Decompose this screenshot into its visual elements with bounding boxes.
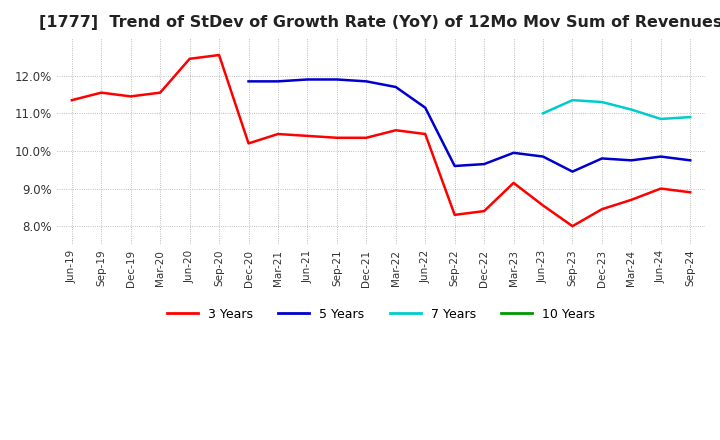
7 Years xyxy=(657,116,665,121)
Legend: 3 Years, 5 Years, 7 Years, 10 Years: 3 Years, 5 Years, 7 Years, 10 Years xyxy=(162,303,600,326)
Line: 3 Years: 3 Years xyxy=(72,55,690,226)
3 Years xyxy=(686,190,695,195)
5 Years xyxy=(421,105,430,110)
5 Years xyxy=(480,161,488,167)
3 Years xyxy=(68,98,76,103)
7 Years xyxy=(539,111,547,116)
3 Years xyxy=(97,90,106,95)
Line: 7 Years: 7 Years xyxy=(543,100,690,119)
3 Years xyxy=(244,141,253,146)
Title: [1777]  Trend of StDev of Growth Rate (YoY) of 12Mo Mov Sum of Revenues: [1777] Trend of StDev of Growth Rate (Yo… xyxy=(40,15,720,30)
5 Years xyxy=(686,158,695,163)
7 Years xyxy=(598,99,606,105)
5 Years xyxy=(450,163,459,169)
5 Years xyxy=(303,77,312,82)
3 Years xyxy=(450,212,459,217)
3 Years xyxy=(274,132,282,137)
5 Years xyxy=(274,79,282,84)
5 Years xyxy=(244,79,253,84)
3 Years xyxy=(509,180,518,186)
7 Years xyxy=(686,114,695,120)
3 Years xyxy=(392,128,400,133)
5 Years xyxy=(333,77,341,82)
5 Years xyxy=(392,84,400,90)
3 Years xyxy=(333,135,341,140)
3 Years xyxy=(627,197,636,202)
3 Years xyxy=(657,186,665,191)
5 Years xyxy=(657,154,665,159)
5 Years xyxy=(539,154,547,159)
3 Years xyxy=(127,94,135,99)
5 Years xyxy=(568,169,577,174)
3 Years xyxy=(421,132,430,137)
5 Years xyxy=(362,79,371,84)
5 Years xyxy=(627,158,636,163)
3 Years xyxy=(480,209,488,214)
5 Years xyxy=(598,156,606,161)
3 Years xyxy=(303,133,312,139)
3 Years xyxy=(598,207,606,212)
3 Years xyxy=(568,224,577,229)
7 Years xyxy=(627,107,636,112)
3 Years xyxy=(539,203,547,208)
3 Years xyxy=(156,90,164,95)
Line: 5 Years: 5 Years xyxy=(248,80,690,172)
7 Years xyxy=(568,98,577,103)
3 Years xyxy=(215,52,223,58)
5 Years xyxy=(509,150,518,155)
3 Years xyxy=(185,56,194,62)
3 Years xyxy=(362,135,371,140)
